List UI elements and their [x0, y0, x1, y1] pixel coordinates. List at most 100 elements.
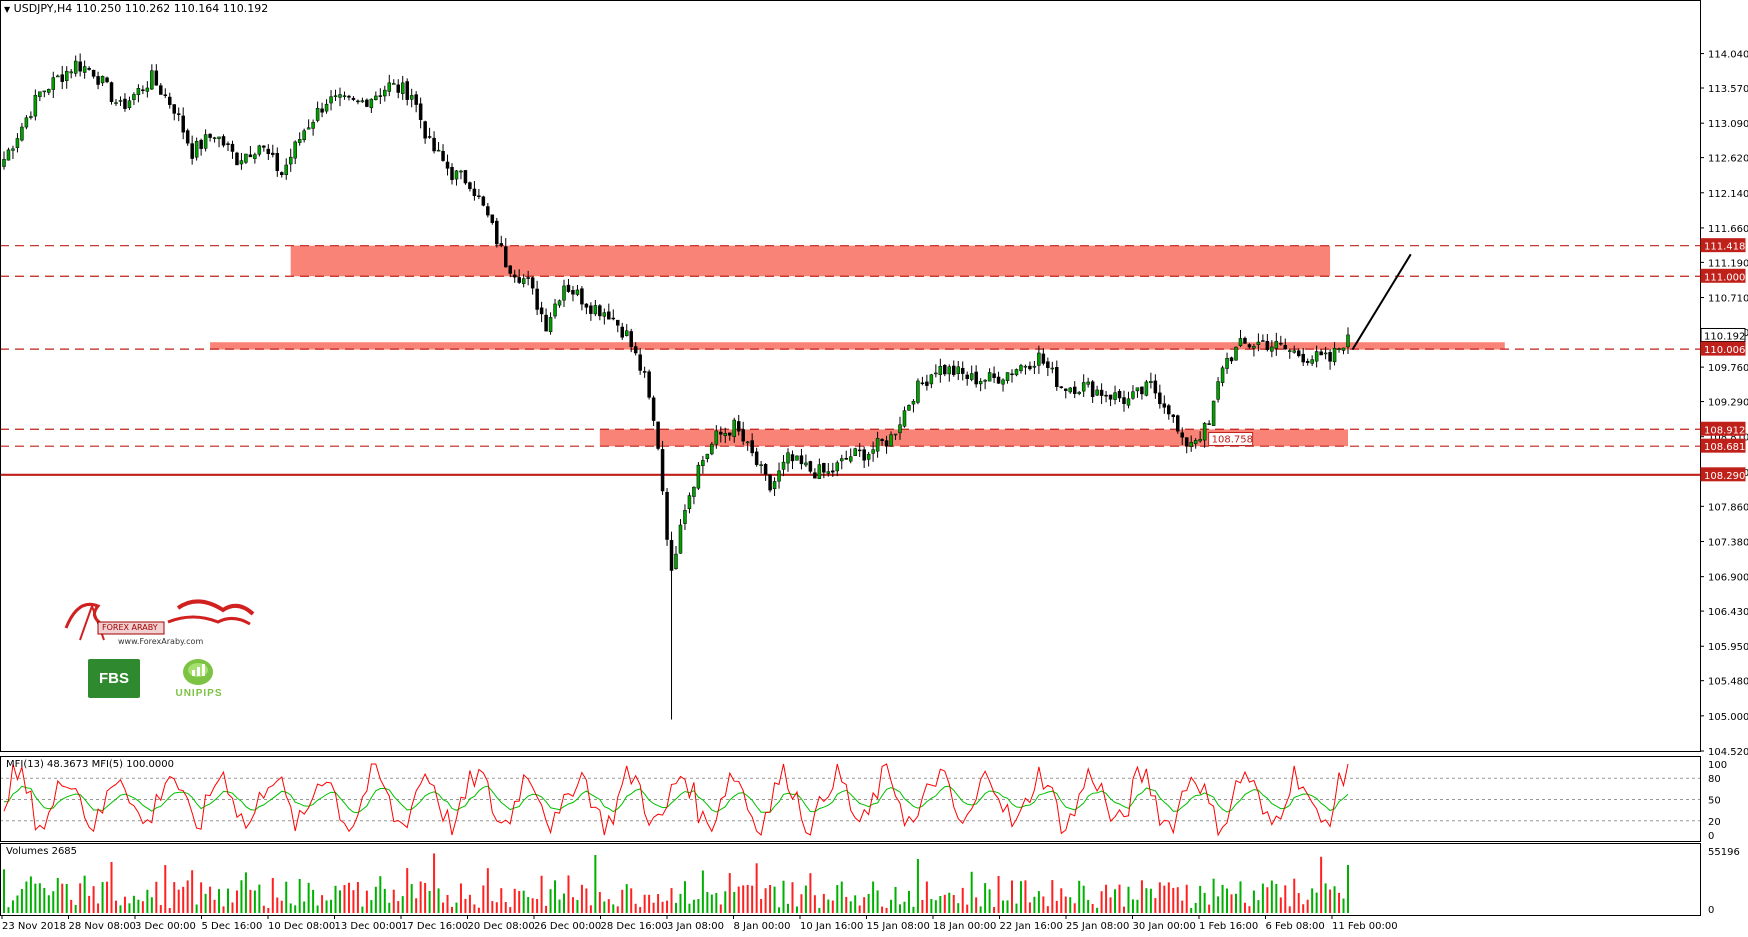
candle-body	[392, 83, 396, 85]
candle-body	[1229, 357, 1234, 362]
unipips-logo: UNIPIPS	[162, 656, 232, 702]
candle-body	[1274, 341, 1279, 349]
candle-body	[544, 314, 548, 332]
volume-tick-label: 55196	[1708, 847, 1740, 858]
forex-araby-url: www.ForexAraby.com	[118, 637, 204, 646]
mfi-fast-line	[3, 763, 1349, 837]
candle-body	[1216, 381, 1220, 400]
candle-body	[719, 431, 723, 435]
candle-body	[288, 156, 293, 165]
candle-body	[880, 439, 884, 442]
candle-body	[1014, 369, 1019, 376]
mfi-tick-label: 20	[1708, 817, 1721, 828]
candle-body	[378, 95, 383, 97]
candle-body	[409, 95, 414, 100]
candle-body	[450, 167, 454, 181]
candle-body	[1184, 437, 1189, 447]
candle-body	[580, 288, 584, 305]
candle-body	[118, 100, 123, 102]
candle-body	[969, 373, 974, 380]
candle-body	[172, 104, 176, 114]
candle-body	[105, 77, 109, 83]
candle-body	[687, 495, 692, 510]
candle-body	[1288, 350, 1292, 352]
y-tick-label: 112.140	[1708, 189, 1748, 200]
price-axis-label-box	[1700, 268, 1746, 283]
open-value: 110.250	[75, 2, 122, 15]
candle-body	[1346, 334, 1350, 348]
candle-body	[1252, 346, 1256, 349]
candle-body	[822, 462, 826, 473]
candle-body	[504, 246, 508, 268]
candle-body	[1050, 367, 1055, 370]
candle-body	[226, 143, 230, 145]
candle-body	[943, 365, 947, 375]
candle-body	[983, 379, 987, 382]
candle-body	[11, 148, 15, 151]
fbs-text: FBS	[99, 670, 129, 687]
candle-body	[705, 453, 710, 459]
candle-body	[853, 448, 857, 456]
candle-body	[69, 71, 73, 74]
candle-body	[47, 89, 51, 93]
candle-body	[1158, 392, 1162, 405]
candle-body	[795, 455, 799, 461]
candle-body	[893, 433, 898, 436]
candle-body	[960, 367, 965, 374]
candle-body	[280, 172, 284, 175]
candle-body	[427, 136, 432, 138]
candle-body	[445, 161, 450, 169]
candle-body	[521, 278, 526, 284]
dropdown-triangle-icon[interactable]: ▼	[4, 5, 11, 14]
price-axis-label-box	[1700, 238, 1746, 253]
candle-body	[1234, 346, 1238, 361]
y-tick-label: 109.290	[1708, 398, 1748, 409]
candle-body	[571, 290, 575, 295]
candle-body	[1072, 386, 1077, 394]
candle-body	[1279, 342, 1283, 345]
candle-body	[539, 307, 544, 315]
mfi-tick-label: 100	[1708, 760, 1727, 771]
y-tick-label: 110.710	[1708, 294, 1748, 305]
mfi-tick-label: 0	[1708, 831, 1714, 842]
candle-body	[91, 69, 96, 77]
candle-body	[136, 88, 141, 95]
forecast-arrow-line	[1351, 253, 1412, 351]
candle-body	[1319, 351, 1323, 356]
candle-body	[589, 305, 593, 314]
candle-body	[607, 311, 611, 320]
candle-body	[1310, 359, 1314, 364]
candle-body	[714, 430, 719, 445]
candle-body	[759, 464, 763, 466]
candle-body	[952, 365, 956, 375]
candle-body	[611, 317, 616, 320]
price-axis-label: 108.290	[1704, 471, 1745, 482]
candle-body	[60, 74, 64, 82]
candle-body	[781, 461, 786, 470]
candle-body	[754, 451, 759, 465]
candle-body	[875, 438, 880, 452]
candle-body	[15, 138, 20, 148]
candle-body	[1328, 352, 1332, 362]
candle-body	[1104, 394, 1108, 397]
candle-body	[311, 122, 315, 129]
candle-body	[530, 277, 535, 289]
candle-body	[1081, 382, 1086, 392]
candle-body	[1005, 372, 1010, 381]
candle-body	[902, 410, 907, 427]
x-tick-label: 22 Jan 16:00	[1000, 921, 1063, 932]
candle-body	[1167, 405, 1171, 415]
x-tick-label: 13 Dec 00:00	[335, 921, 402, 932]
candle-body	[1189, 442, 1193, 447]
candle-body	[763, 464, 768, 475]
candle-body	[239, 160, 244, 165]
candle-body	[387, 82, 392, 92]
close-value: 110.192	[222, 2, 269, 15]
candle-body	[1261, 340, 1265, 342]
candle-body	[78, 61, 82, 72]
x-tick-label: 25 Jan 08:00	[1066, 921, 1129, 932]
candle-body	[230, 143, 235, 152]
price-axis-label-box	[1700, 467, 1746, 482]
chart-header: ▼ USDJPY,H4 110.250 110.262 110.164 110.…	[4, 2, 268, 15]
